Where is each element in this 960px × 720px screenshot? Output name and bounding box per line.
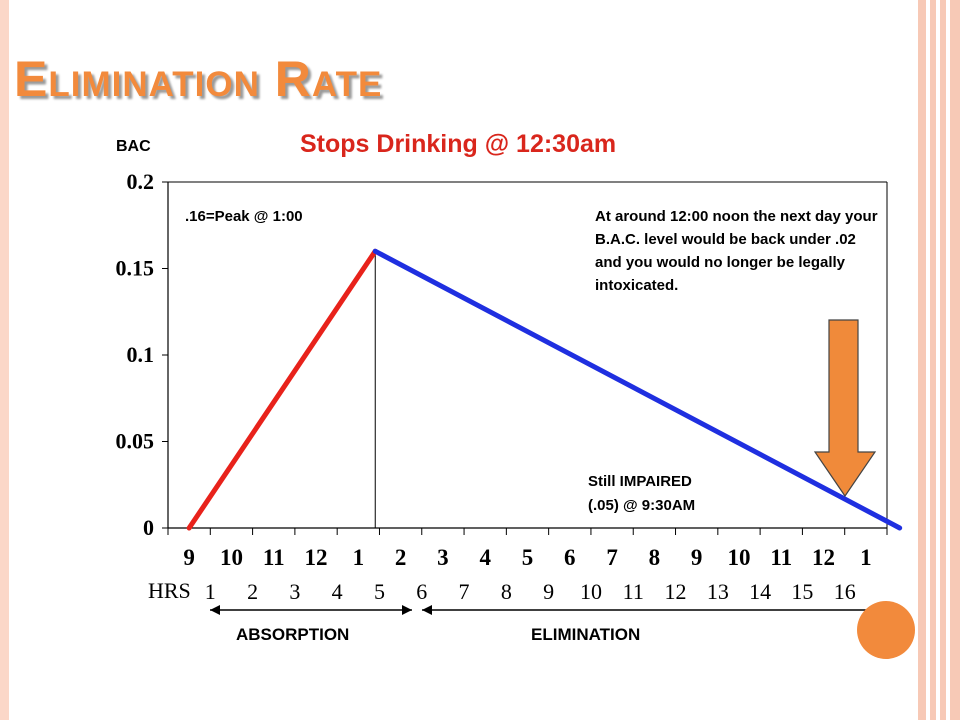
hrs-tick-label: 11 bbox=[623, 579, 644, 604]
elimination-label: ELIMINATION bbox=[531, 625, 641, 644]
hrs-tick-label: 7 bbox=[459, 579, 470, 604]
clock-tick-label: 7 bbox=[606, 545, 618, 570]
hrs-tick-label: 9 bbox=[543, 579, 554, 604]
hrs-tick-label: 5 bbox=[374, 579, 385, 604]
clock-tick-label: 5 bbox=[522, 545, 534, 570]
clock-tick-label: 1 bbox=[860, 545, 872, 570]
hrs-tick-label: 14 bbox=[749, 579, 771, 604]
hrs-tick-label: 13 bbox=[707, 579, 729, 604]
chart-title: Stops Drinking @ 12:30am bbox=[300, 130, 617, 158]
clock-tick-label: 9 bbox=[183, 545, 195, 570]
elimination-line bbox=[372, 248, 903, 531]
y-tick-label: 0.05 bbox=[116, 429, 155, 454]
absorption-arrow-head-right bbox=[402, 605, 412, 615]
absorption-arrow-head-left bbox=[210, 605, 220, 615]
hrs-tick-label: 6 bbox=[416, 579, 427, 604]
hrs-tick-label: 15 bbox=[791, 579, 813, 604]
absorption-label: ABSORPTION bbox=[236, 625, 350, 644]
hrs-tick-label: 2 bbox=[247, 579, 258, 604]
hrs-tick-label: 8 bbox=[501, 579, 512, 604]
y-tick-label: 0.2 bbox=[127, 169, 155, 194]
clock-tick-label: 6 bbox=[564, 545, 576, 570]
slide-border-left bbox=[0, 0, 9, 720]
y-tick-label: 0.15 bbox=[116, 256, 155, 281]
clock-tick-label: 11 bbox=[770, 545, 792, 570]
slide-stripe bbox=[930, 0, 936, 720]
clock-tick-label: 12 bbox=[812, 545, 835, 570]
elimination-arrow-head-left bbox=[422, 605, 432, 615]
down-arrow-icon bbox=[813, 319, 877, 498]
clock-tick-label: 3 bbox=[437, 545, 449, 570]
clock-tick-label: 12 bbox=[305, 545, 328, 570]
hrs-tick-label: 1 bbox=[205, 579, 216, 604]
slide-stripe bbox=[940, 0, 946, 720]
y-tick-label: 0 bbox=[143, 515, 154, 540]
decorative-circle bbox=[857, 601, 915, 659]
hrs-tick-label: 16 bbox=[834, 579, 856, 604]
peak-annotation: .16=Peak @ 1:00 bbox=[185, 208, 303, 225]
clock-tick-label: 10 bbox=[727, 545, 750, 570]
clock-tick-label: 9 bbox=[691, 545, 703, 570]
absorption-line bbox=[186, 248, 378, 531]
clock-tick-label: 11 bbox=[263, 545, 285, 570]
slide-title: Elimination Rate bbox=[14, 51, 383, 107]
clock-tick-label: 10 bbox=[220, 545, 243, 570]
hrs-row-label: HRS bbox=[148, 578, 191, 603]
hrs-tick-label: 12 bbox=[665, 579, 687, 604]
slide-stripe bbox=[918, 0, 926, 720]
slide-stripe bbox=[950, 0, 960, 720]
hrs-tick-label: 3 bbox=[289, 579, 300, 604]
clock-tick-label: 8 bbox=[649, 545, 661, 570]
clock-tick-label: 2 bbox=[395, 545, 407, 570]
hrs-tick-label: 4 bbox=[332, 579, 343, 604]
impaired-annotation-line2: (.05) @ 9:30AM bbox=[588, 497, 696, 514]
noon-annotation: At around 12:00 noon the next day your B… bbox=[595, 208, 878, 294]
y-tick-label: 0.1 bbox=[127, 342, 155, 367]
y-axis-label: BAC bbox=[116, 138, 151, 155]
clock-tick-label: 1 bbox=[353, 545, 365, 570]
impaired-annotation-line1: Still IMPAIRED bbox=[588, 473, 692, 490]
hrs-tick-label: 10 bbox=[580, 579, 602, 604]
clock-tick-label: 4 bbox=[479, 545, 491, 570]
